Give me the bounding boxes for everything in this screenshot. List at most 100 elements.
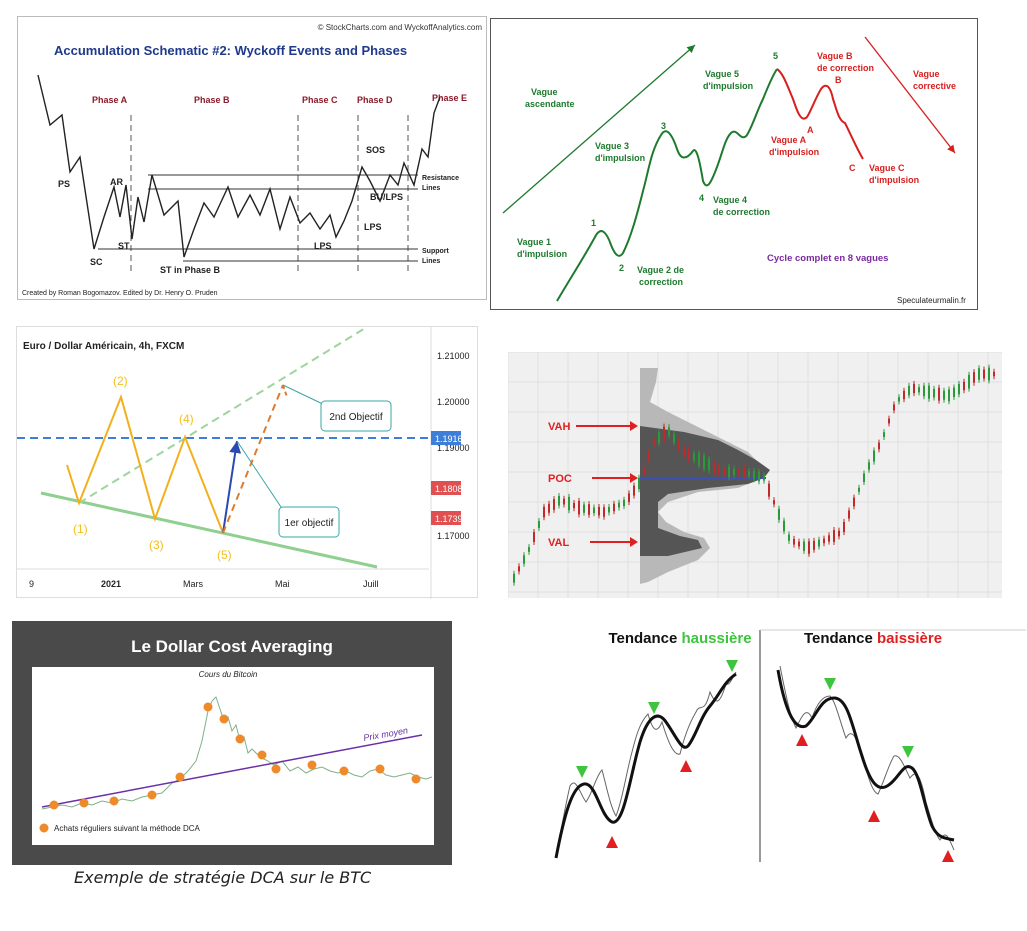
dca-purchase-dot xyxy=(235,734,245,744)
candle-body xyxy=(948,389,950,402)
label-vb-1: Vague B xyxy=(817,51,853,61)
point-4: 4 xyxy=(699,193,704,203)
candle-body xyxy=(608,506,610,513)
candle-body xyxy=(878,442,880,450)
wyckoff-panel: © StockCharts.com and WyckoffAnalytics.c… xyxy=(17,16,487,300)
green-down-arrow xyxy=(726,660,738,672)
candle-body xyxy=(768,483,770,497)
candle-body xyxy=(613,503,615,512)
green-down-arrow xyxy=(824,678,836,690)
dca-chart-title: Cours du Bitcoin xyxy=(199,670,258,679)
uptrend-thin-line xyxy=(555,671,737,857)
x-tick: Juill xyxy=(363,579,379,589)
val-arrow-head xyxy=(630,537,638,547)
candle-body xyxy=(908,385,910,396)
candle-body xyxy=(978,368,980,380)
dca-legend-dot xyxy=(39,823,49,833)
downtrend-title-prefix: Tendance xyxy=(804,630,877,647)
candle-body xyxy=(863,473,865,482)
candle-body xyxy=(528,547,530,552)
elliott-source: Speculateurmalin.fr xyxy=(897,296,966,305)
label-vb-2: de correction xyxy=(817,63,874,73)
candle-body xyxy=(788,534,790,541)
red-up-arrow xyxy=(868,810,880,822)
label-wave-up-2: ascendante xyxy=(525,99,575,109)
price-tag xyxy=(431,431,461,445)
event-st-phase-b: ST in Phase B xyxy=(160,265,221,275)
candle-body xyxy=(603,507,605,517)
price-tag xyxy=(431,511,461,525)
volume-profile-chart: VAH POC VAL xyxy=(508,352,1002,598)
wave-label-2: (2) xyxy=(113,374,128,388)
resistance-label-1: Resistance xyxy=(422,175,459,182)
red-up-arrow xyxy=(680,760,692,772)
dca-purchase-dot xyxy=(411,774,421,784)
candle-body xyxy=(723,468,725,476)
price-tag-value: 1.18084 xyxy=(435,484,468,494)
dca-purchase-dot xyxy=(109,796,119,806)
wave-label-5: (5) xyxy=(217,548,232,562)
candle-body xyxy=(983,369,985,379)
label-v1-1: Vague 1 xyxy=(517,237,551,247)
candle-body xyxy=(573,502,575,509)
second-target-tail xyxy=(282,384,288,398)
candle-body xyxy=(953,387,955,397)
phase-e-label: Phase E xyxy=(432,93,467,103)
candle-body xyxy=(853,497,855,507)
label-v2-2: correction xyxy=(639,277,683,287)
candle-body xyxy=(538,521,540,528)
eurusd-title: Euro / Dollar Américain, 4h, FXCM xyxy=(23,341,184,352)
candle-body xyxy=(753,470,755,480)
elliott-chart: Vague ascendante 1 2 3 4 5 Vague 1 d'imp… xyxy=(502,36,966,305)
obj1-callout-line xyxy=(236,440,286,514)
dca-purchase-dot xyxy=(307,760,317,770)
candle-body xyxy=(803,541,805,551)
candle-body xyxy=(518,566,520,572)
candle-body xyxy=(888,418,890,424)
dca-purchase-dot xyxy=(271,764,281,774)
obj2-box xyxy=(320,400,392,432)
candle-body xyxy=(628,493,630,503)
label-v3-2: d'impulsion xyxy=(595,153,645,163)
point-2: 2 xyxy=(619,263,624,273)
candle-body xyxy=(838,530,840,537)
dca-purchase-dot xyxy=(257,750,267,760)
candle-body xyxy=(748,471,750,476)
trends-chart: Tendance haussière Tendance baissière xyxy=(554,629,1026,862)
candle-body xyxy=(598,506,600,516)
label-v3-1: Vague 3 xyxy=(595,141,629,151)
candle-body xyxy=(893,404,895,411)
label-v5-2: d'impulsion xyxy=(703,81,753,91)
candle-body xyxy=(848,510,850,519)
candle-body xyxy=(708,459,710,471)
candle-body xyxy=(773,500,775,505)
candle-body xyxy=(683,448,685,456)
y-tick: 1.17000 xyxy=(437,531,470,541)
dca-purchase-dot xyxy=(203,702,213,712)
point-c: C xyxy=(849,163,856,173)
dca-legend: Achats réguliers suivant la méthode DCA xyxy=(54,824,201,833)
downtrend-smooth-line xyxy=(776,669,955,842)
point-b: B xyxy=(835,75,842,85)
green-down-arrow xyxy=(902,746,914,758)
candle-body xyxy=(513,573,515,583)
price-tag-value: 1.17397 xyxy=(435,514,468,524)
dca-purchase-dot xyxy=(147,790,157,800)
event-lps-2: LPS xyxy=(364,222,382,232)
dca-purchase-dot xyxy=(49,800,59,810)
candle-body xyxy=(578,500,580,515)
dca-chart: Le Dollar Cost Averaging Cours du Bitcoi… xyxy=(32,637,434,845)
candle-body xyxy=(618,502,620,508)
support-trendline xyxy=(40,491,378,569)
candle-body xyxy=(798,541,800,547)
wave-label-1: (1) xyxy=(73,522,88,536)
obj1-label: 1er objectif xyxy=(285,518,334,529)
candle-body xyxy=(913,383,915,394)
first-target-arrow xyxy=(222,440,242,534)
green-down-arrow xyxy=(648,702,660,714)
uptrend-title-word: haussière xyxy=(682,630,752,647)
event-bu-lps: BU/LPS xyxy=(370,192,403,202)
volume-profile-panel: VAH POC VAL xyxy=(508,352,1002,598)
x-tick: 9 xyxy=(29,579,34,589)
candle-body xyxy=(673,434,675,443)
